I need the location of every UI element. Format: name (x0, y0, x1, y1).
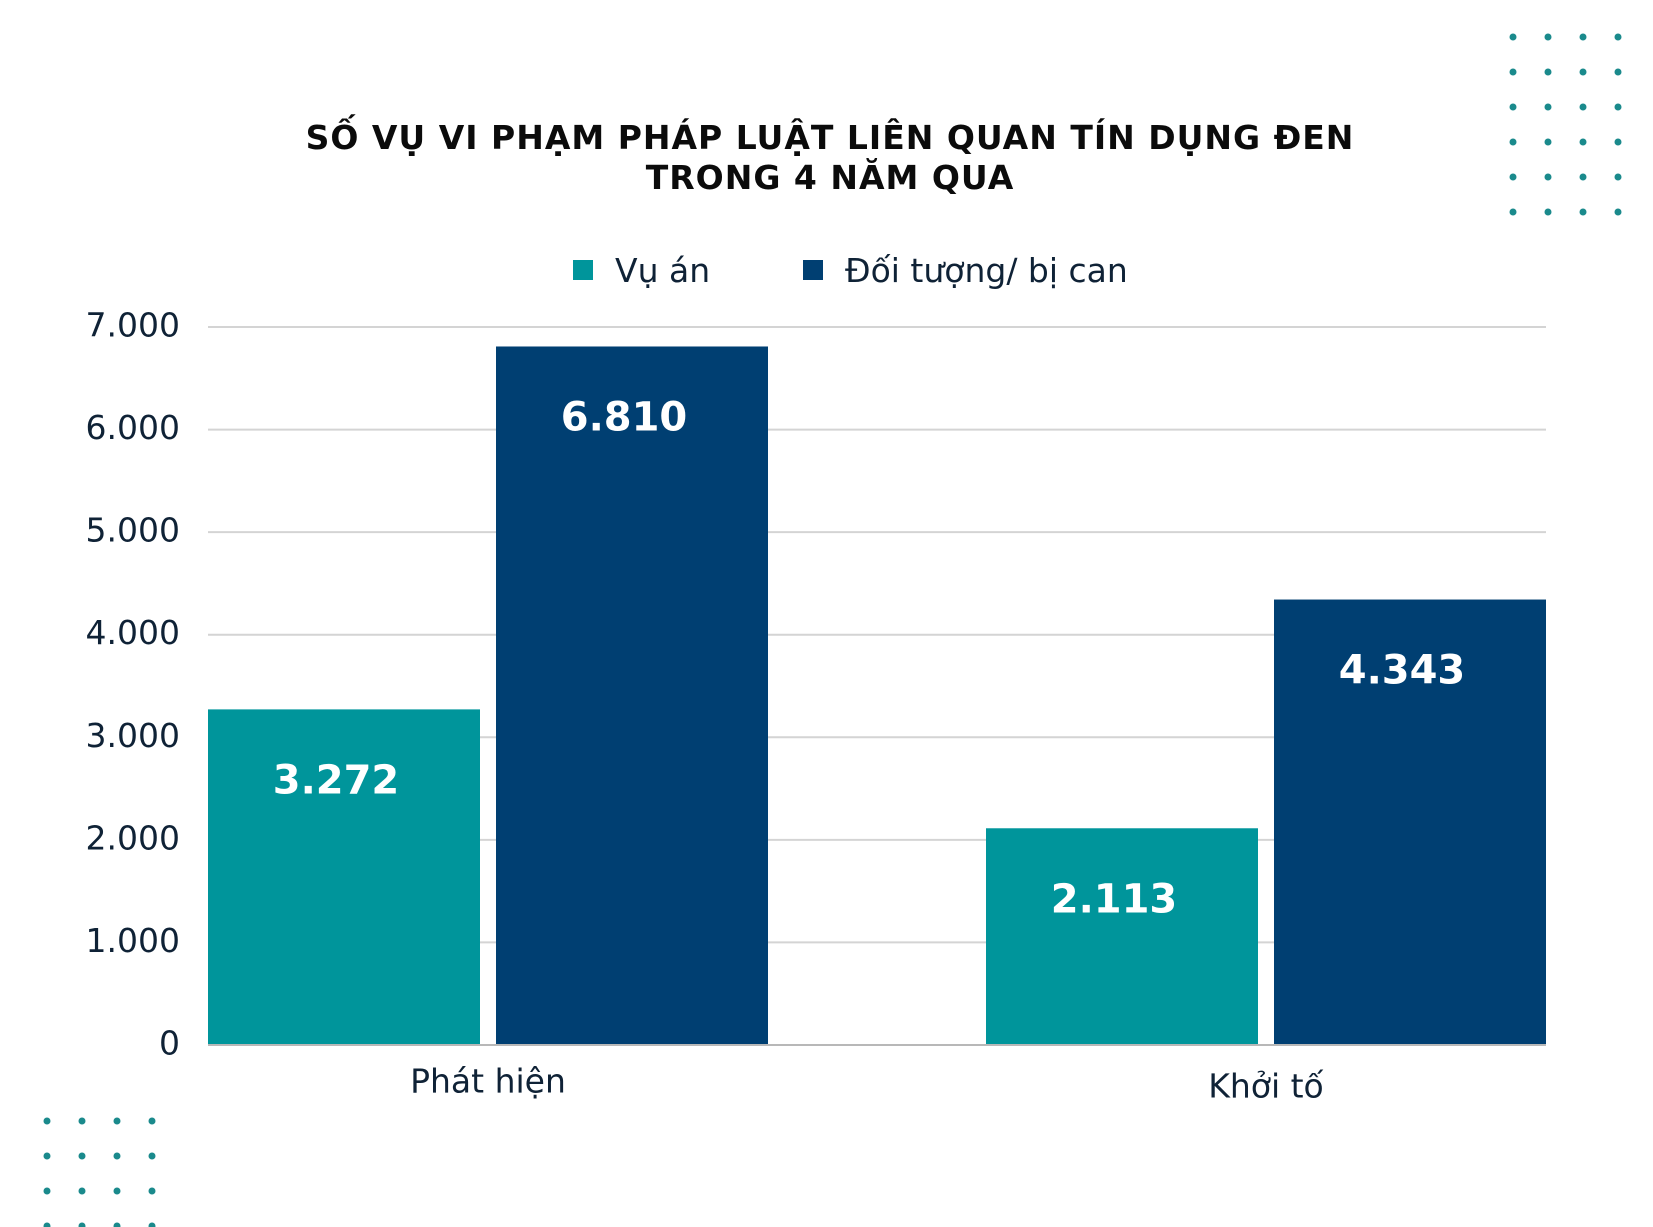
axis-layer: 0 1.000 2.000 3.000 4.000 5.000 6.000 7.000 Phát… (86, 306, 1546, 1106)
decorative-dot (43, 1222, 51, 1227)
decorative-dot (113, 1222, 121, 1227)
decorative-dot (148, 1117, 156, 1125)
decorative-dot (1579, 208, 1587, 216)
data-label: 3.272 (273, 757, 400, 803)
y-tick-label: 0 (159, 1024, 180, 1063)
y-tick-label: 4.000 (86, 613, 180, 652)
decorative-dot (1614, 208, 1622, 216)
decorative-dot (78, 1222, 86, 1227)
decorative-dot (78, 1117, 86, 1125)
decorative-dot (1579, 138, 1587, 146)
decorative-dot (1614, 68, 1622, 76)
y-tick-label: 6.000 (86, 408, 180, 447)
legend-item-doi-tuong: Đối tượng/ bị can (803, 250, 1128, 290)
decorative-dot (1544, 138, 1552, 146)
decorative-dot (1614, 173, 1622, 181)
legend-label-doi-tuong: Đối tượng/ bị can (845, 250, 1128, 290)
decorative-dot (1614, 33, 1622, 41)
decorative-dot (1579, 103, 1587, 111)
bar-doi-tuong-0 (496, 346, 768, 1045)
data-label: 6.810 (561, 394, 688, 440)
legend-swatch-vu-an (573, 260, 593, 280)
decorative-dot (1579, 68, 1587, 76)
y-tick-label: 5.000 (86, 511, 180, 550)
decoration-layer (43, 33, 1622, 1227)
decorative-dot (113, 1187, 121, 1195)
decorative-dot (1544, 68, 1552, 76)
decorative-dot (43, 1152, 51, 1160)
decorative-dot (148, 1187, 156, 1195)
decorative-dot (113, 1117, 121, 1125)
decorative-dot (1544, 103, 1552, 111)
chart-title-line-2: TRONG 4 NĂM QUA (645, 158, 1015, 197)
decorative-dot (1579, 33, 1587, 41)
bar-doi-tuong-1 (1274, 599, 1546, 1045)
decorative-dot (1509, 173, 1517, 181)
decorative-dot (1509, 103, 1517, 111)
legend-item-vu-an: Vụ án (573, 250, 710, 290)
chart-title-line-1: SỐ VỤ VI PHẠM PHÁP LUẬT LIÊN QUAN TÍN DỤ… (305, 118, 1355, 157)
decorative-dot (1509, 68, 1517, 76)
y-tick-label: 3.000 (86, 716, 180, 755)
decorative-dot (1614, 138, 1622, 146)
decorative-dot (113, 1152, 121, 1160)
decorative-dot (1509, 33, 1517, 41)
decorative-dot (1544, 208, 1552, 216)
decorative-dot (1544, 33, 1552, 41)
data-label: 2.113 (1051, 876, 1178, 922)
legend-swatch-doi-tuong (803, 260, 823, 280)
decorative-dot (78, 1187, 86, 1195)
y-tick-label: 1.000 (86, 921, 180, 960)
x-tick-label: Phát hiện (410, 1062, 566, 1101)
bar-vu-an-0 (208, 709, 480, 1045)
y-tick-label: 7.000 (86, 306, 180, 345)
x-tick-label: Khởi tố (1208, 1067, 1324, 1106)
y-tick-label: 2.000 (86, 818, 180, 857)
bar-vu-an-1 (986, 828, 1258, 1045)
bars-layer (208, 346, 1546, 1045)
decorative-dot (1509, 138, 1517, 146)
legend-label-vu-an: Vụ án (615, 250, 711, 290)
decorative-dot (148, 1152, 156, 1160)
decorative-dot (1544, 173, 1552, 181)
labels-layer: 3.272 6.810 2.113 4.343 (273, 394, 1466, 922)
decorative-dot (43, 1187, 51, 1195)
decorative-dot (78, 1152, 86, 1160)
decorative-dot (1614, 103, 1622, 111)
decorative-dot (43, 1117, 51, 1125)
decorative-dot (148, 1222, 156, 1227)
data-label: 4.343 (1339, 648, 1466, 694)
decorative-dot (1579, 173, 1587, 181)
decorative-dot (1509, 208, 1517, 216)
